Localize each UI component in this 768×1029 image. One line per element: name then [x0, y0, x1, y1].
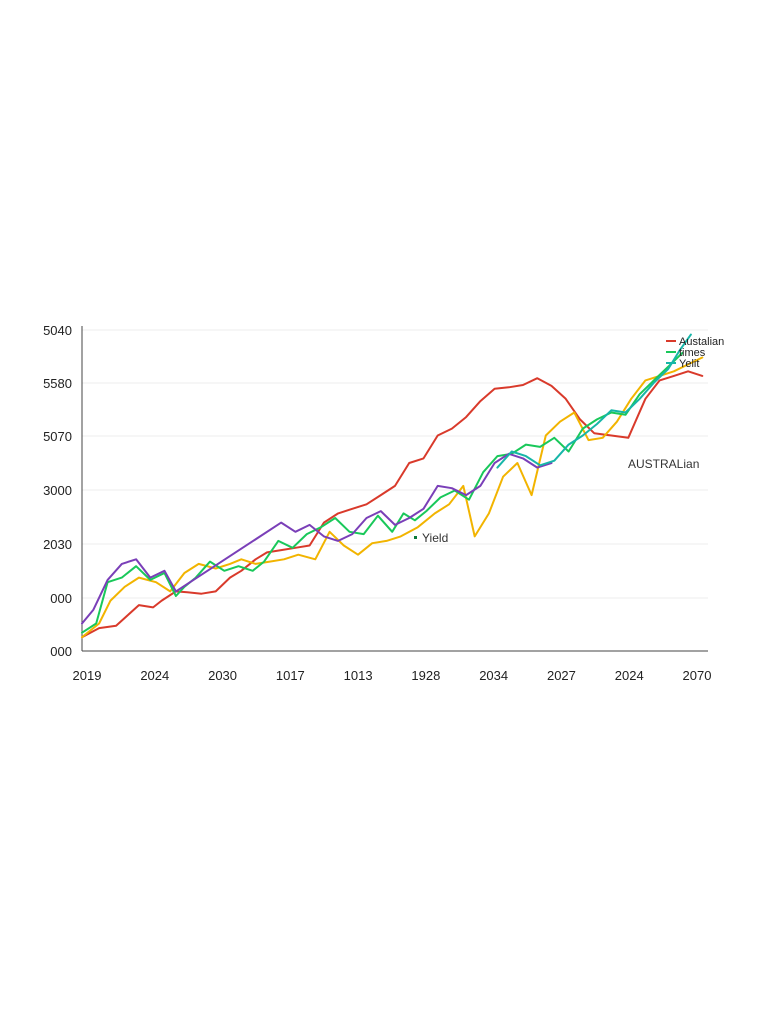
x-tick-label: 1013 — [344, 668, 373, 683]
series-line-5 — [496, 333, 692, 469]
legend-label-yelit: Yelit — [679, 358, 699, 370]
y-tick-label: 000 — [50, 591, 72, 606]
gridlines — [82, 329, 708, 599]
legend-label-times: times — [679, 347, 706, 359]
series-line-2 — [81, 356, 704, 639]
x-tick-label: 2070 — [683, 668, 712, 683]
series-line-3 — [81, 351, 684, 634]
annotation-australian: AUSTRALian — [628, 457, 699, 471]
y-tick-label: 5580 — [43, 376, 72, 391]
series-line-1 — [81, 370, 704, 639]
axes — [81, 326, 708, 652]
x-tick-label: 2019 — [73, 668, 102, 683]
y-tick-label: 5070 — [43, 429, 72, 444]
x-tick-labels: 2019 2024 2030 1017 1013 1928 2034 2027 2024 2070 — [73, 668, 712, 683]
y-tick-label: 3000 — [43, 483, 72, 498]
x-tick-label: 2027 — [547, 668, 576, 683]
y-tick-label: 000 — [50, 644, 72, 659]
legend-label-austalian: Austalian — [679, 336, 724, 348]
x-tick-label: 2034 — [479, 668, 508, 683]
legend: Austalian times Yelit — [666, 336, 724, 370]
y-tick-label: 2030 — [43, 537, 72, 552]
series-line-4 — [81, 452, 553, 625]
y-tick-labels: 000 000 2030 3000 5070 5580 5040 — [43, 323, 72, 659]
series-lines — [81, 333, 704, 639]
x-tick-label: 1928 — [411, 668, 440, 683]
annotation-yield-marker — [414, 536, 417, 539]
x-tick-label: 2030 — [208, 668, 237, 683]
annotation-yield: Yield — [422, 531, 448, 545]
y-tick-label: 5040 — [43, 323, 72, 338]
x-tick-label: 2024 — [615, 668, 644, 683]
x-tick-label: 2024 — [140, 668, 169, 683]
x-tick-label: 1017 — [276, 668, 305, 683]
